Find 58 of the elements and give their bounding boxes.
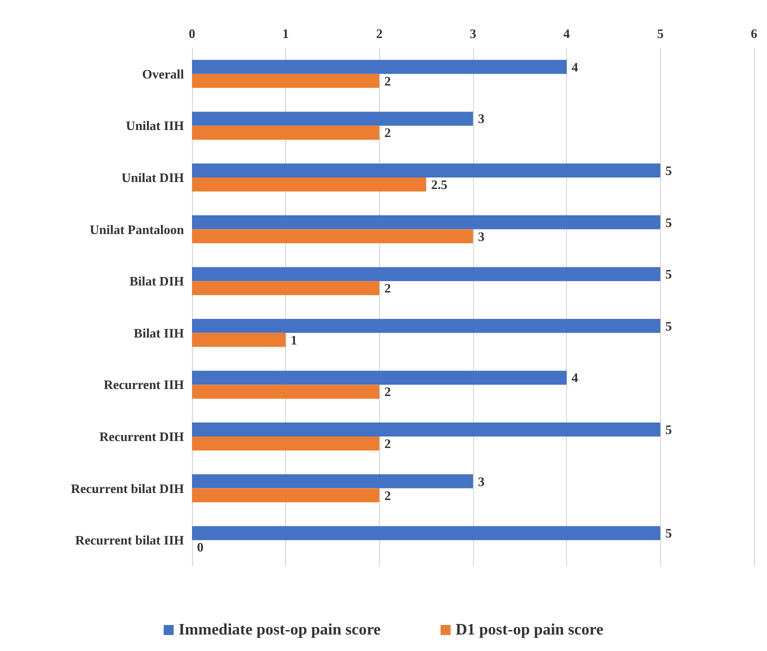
data-label: 5 (665, 266, 672, 282)
data-label: 4 (572, 370, 579, 386)
data-label: 2 (384, 436, 391, 451)
y-tick-label: Recurrent bilat IIH (75, 532, 184, 548)
y-tick-label: Unilat Pantaloon (90, 222, 185, 237)
data-label: 3 (478, 474, 485, 489)
data-label: 2.5 (431, 177, 448, 192)
x-tick-label: 3 (470, 26, 477, 41)
data-label: 5 (665, 163, 672, 178)
bar (192, 422, 660, 436)
data-label: 5 (665, 422, 672, 437)
x-tick-label: 5 (657, 26, 664, 41)
bar (192, 370, 567, 385)
y-tick-label: Overall (142, 66, 184, 82)
y-tick-label: Bilat IIH (134, 325, 184, 340)
bar (192, 164, 660, 178)
x-tick-label: 0 (188, 26, 196, 41)
data-label: 1 (290, 332, 298, 348)
data-label: 3 (478, 228, 485, 244)
x-tick-label: 4 (563, 26, 570, 41)
bar (192, 178, 426, 192)
data-label: 5 (665, 318, 672, 334)
data-label: 3 (478, 111, 485, 126)
y-tick-label: Recurrent bilat DIH (70, 480, 184, 496)
data-label: 2 (384, 125, 391, 140)
legend-label: Immediate post-op pain score (178, 622, 381, 638)
data-label: 0 (197, 540, 204, 555)
y-tick-label: Recurrent IIH (104, 377, 184, 392)
data-label: 5 (665, 214, 672, 230)
bar (192, 332, 286, 347)
data-label: 2 (384, 73, 391, 88)
bar (192, 474, 473, 488)
bar (192, 526, 660, 540)
data-label: 4 (572, 59, 579, 74)
y-tick-label: Bilat DIH (129, 274, 184, 289)
y-tick-label: Unilat IIH (126, 118, 184, 134)
bar (192, 384, 380, 399)
bar (192, 267, 660, 282)
bar (192, 488, 380, 502)
bar (192, 126, 380, 140)
bar (192, 229, 473, 244)
data-label: 2 (384, 384, 391, 400)
bar (192, 112, 473, 126)
x-tick-label: 1 (282, 26, 289, 41)
bar (192, 436, 380, 450)
data-label: 5 (665, 526, 672, 541)
x-tick-label: 6 (750, 26, 758, 41)
data-label: 2 (384, 488, 391, 503)
legend-label: D1 post-op pain score (456, 622, 604, 638)
bar (192, 215, 660, 230)
data-label: 2 (384, 280, 391, 296)
bar (192, 318, 660, 333)
bar (192, 60, 567, 74)
bar (192, 74, 380, 88)
x-tick-label: 2 (376, 26, 383, 41)
bar (192, 281, 380, 296)
y-tick-label: Unilat DIH (122, 170, 184, 185)
y-tick-label: Recurrent DIH (99, 429, 184, 444)
